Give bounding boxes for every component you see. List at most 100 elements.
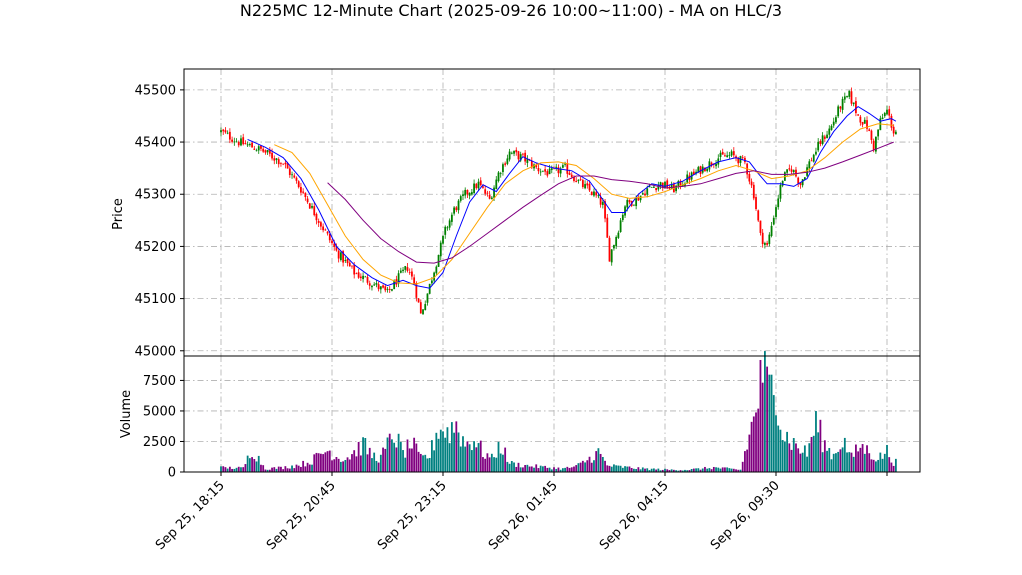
candle-body	[621, 214, 624, 221]
candle-body	[579, 178, 582, 180]
candle-body	[803, 177, 806, 180]
volume-bar	[248, 458, 251, 472]
candle-body	[599, 196, 602, 205]
volume-bar	[770, 374, 773, 472]
volume-bar	[726, 467, 729, 472]
volume-bar	[335, 456, 338, 472]
candle-body	[894, 131, 897, 135]
volume-bar	[333, 459, 336, 472]
volume-bar	[850, 452, 853, 472]
candle-body	[317, 220, 320, 223]
volume-bar	[597, 448, 600, 472]
candle-body	[801, 179, 804, 186]
candle-body	[835, 117, 837, 123]
candle-body	[644, 193, 646, 196]
volume-bar	[497, 441, 500, 472]
candle-body	[539, 171, 542, 173]
volume-bar	[266, 469, 269, 472]
volume-bar	[888, 457, 891, 472]
volume-bar	[553, 467, 555, 472]
price-panel-frame	[183, 68, 921, 357]
candle-body	[473, 183, 475, 194]
volume-bar	[439, 429, 442, 472]
volume-bar	[783, 441, 786, 472]
volume-bar	[510, 461, 513, 472]
volume-bar	[570, 467, 573, 472]
volume-bar	[637, 467, 640, 472]
volume-bar	[741, 461, 744, 472]
candle-body	[499, 173, 502, 175]
volume-bar	[848, 452, 851, 472]
volume-bar	[579, 462, 582, 472]
volume-bar	[719, 468, 722, 472]
volume-bar	[220, 466, 222, 472]
volume-bar	[610, 466, 613, 472]
volume-bar	[757, 408, 760, 472]
price-candles	[220, 87, 897, 315]
volume-bar	[355, 456, 358, 472]
volume-bar	[777, 425, 780, 472]
volume-bar	[524, 465, 527, 472]
volume-bar	[737, 469, 740, 472]
volume-bar	[415, 443, 418, 472]
candle-body	[761, 232, 764, 245]
volume-bar	[255, 461, 258, 472]
candle-body	[375, 283, 378, 285]
volume-bar	[495, 457, 498, 472]
candle-body	[426, 293, 429, 303]
volume-bar	[626, 466, 629, 472]
candle-body	[664, 181, 666, 189]
volume-bar	[823, 440, 826, 472]
candle-body	[388, 288, 391, 290]
candle-body	[546, 171, 549, 176]
volume-bar	[237, 466, 240, 472]
candle-body	[333, 243, 336, 247]
candle-body	[273, 158, 276, 161]
volume-bar	[595, 451, 598, 472]
candle-body	[231, 139, 233, 142]
volume-bar	[437, 438, 440, 472]
volume-bar	[732, 468, 735, 472]
candle-body	[484, 189, 487, 194]
candle-body	[808, 161, 811, 169]
candle-body	[732, 151, 735, 156]
volume-bar	[466, 441, 469, 472]
volume-bar	[635, 468, 638, 472]
volume-bar	[373, 452, 376, 472]
x-tick-label: Sep 25, 18:15	[153, 478, 228, 553]
volume-bar	[470, 450, 473, 472]
volume-bar	[879, 452, 882, 472]
candle-body	[846, 96, 848, 97]
volume-bar	[786, 431, 788, 472]
volume-tick-label: 7500	[143, 374, 176, 389]
volume-bar	[493, 457, 495, 472]
candle-body	[530, 160, 533, 168]
candle-body	[266, 149, 269, 153]
candle-body	[588, 183, 591, 191]
candle-body	[457, 200, 460, 211]
volume-bar	[533, 467, 535, 472]
candle-body	[650, 186, 653, 188]
candle-body	[482, 186, 484, 188]
candle-body	[446, 227, 449, 229]
volume-bar	[288, 468, 291, 472]
candle-body	[759, 220, 762, 233]
candle-body	[393, 280, 396, 290]
candle-body	[775, 207, 777, 217]
volume-bar	[275, 468, 278, 472]
volume-bar	[479, 440, 482, 472]
volume-bar	[444, 437, 447, 472]
volume-bar	[357, 441, 360, 472]
candle-body	[730, 151, 733, 156]
volume-bar	[624, 466, 626, 472]
candle-body	[795, 169, 797, 177]
candle-body	[470, 192, 473, 195]
volume-bar	[386, 437, 389, 472]
volume-bar	[457, 432, 460, 472]
candle-body	[626, 200, 629, 208]
volume-bar	[748, 434, 751, 472]
volume-bar	[346, 457, 349, 472]
candle-body	[517, 151, 520, 160]
volume-bar	[406, 439, 409, 472]
volume-bar	[795, 443, 797, 472]
